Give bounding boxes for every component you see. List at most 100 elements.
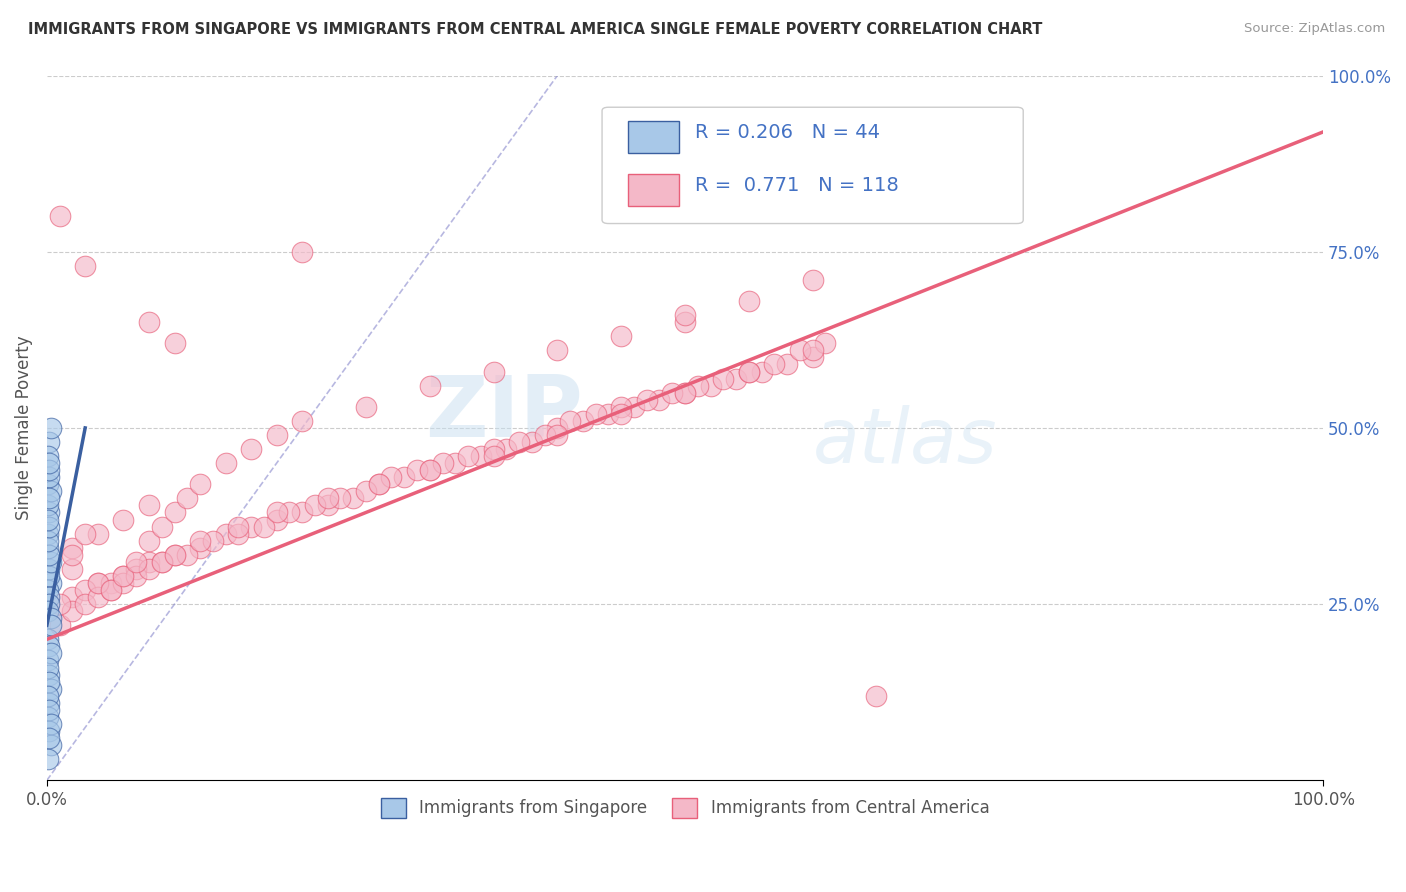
Point: [228, 526, 250, 541]
Point: [533, 428, 555, 442]
Point: [316, 491, 339, 506]
Point: [814, 336, 837, 351]
FancyBboxPatch shape: [602, 107, 1024, 224]
Point: [394, 470, 416, 484]
Point: [673, 315, 696, 329]
Point: [354, 484, 377, 499]
Point: [38, 456, 60, 470]
Point: [751, 365, 773, 379]
Point: [546, 428, 568, 442]
Point: [699, 378, 721, 392]
Point: [673, 385, 696, 400]
Point: [39, 717, 62, 731]
Point: [38, 731, 60, 745]
Point: [62, 562, 84, 576]
Point: [354, 400, 377, 414]
Point: [38, 590, 60, 604]
Point: [38, 470, 60, 484]
Point: [37, 689, 59, 703]
Point: [138, 555, 160, 569]
Point: [48, 210, 70, 224]
Point: [686, 378, 709, 392]
Point: [457, 449, 479, 463]
Point: [125, 555, 148, 569]
Point: [495, 442, 517, 456]
Point: [37, 752, 59, 766]
Point: [39, 611, 62, 625]
Point: [87, 576, 110, 591]
Point: [125, 562, 148, 576]
Point: [38, 674, 60, 689]
Point: [39, 555, 62, 569]
Text: R = 0.206   N = 44: R = 0.206 N = 44: [695, 123, 880, 142]
Point: [763, 358, 786, 372]
Point: [520, 435, 543, 450]
Point: [470, 449, 492, 463]
Point: [432, 456, 454, 470]
Point: [38, 703, 60, 717]
Point: [316, 499, 339, 513]
Point: [62, 548, 84, 562]
Point: [38, 491, 60, 506]
Point: [62, 541, 84, 555]
Point: [598, 407, 620, 421]
Point: [546, 421, 568, 435]
Point: [100, 576, 122, 591]
Y-axis label: Single Female Poverty: Single Female Poverty: [15, 335, 32, 520]
Point: [37, 477, 59, 491]
Point: [163, 548, 186, 562]
Point: [138, 499, 160, 513]
Point: [37, 604, 59, 618]
Point: [150, 555, 173, 569]
Point: [725, 371, 748, 385]
Point: [673, 308, 696, 322]
Point: [610, 329, 633, 343]
Point: [39, 576, 62, 591]
Point: [37, 526, 59, 541]
Point: [176, 491, 198, 506]
Point: [112, 569, 135, 583]
Point: [150, 555, 173, 569]
Point: [37, 499, 59, 513]
Point: [738, 365, 761, 379]
Point: [37, 582, 59, 597]
Point: [636, 392, 658, 407]
Point: [87, 590, 110, 604]
Point: [738, 365, 761, 379]
Point: [789, 343, 811, 358]
Point: [673, 385, 696, 400]
Point: [38, 463, 60, 477]
Point: [48, 597, 70, 611]
Point: [87, 526, 110, 541]
Point: [648, 392, 671, 407]
Point: [37, 449, 59, 463]
Point: [62, 590, 84, 604]
Point: [546, 343, 568, 358]
Point: [37, 660, 59, 674]
Point: [38, 667, 60, 681]
Point: [138, 533, 160, 548]
Point: [138, 315, 160, 329]
Point: [623, 400, 645, 414]
Point: [188, 541, 211, 555]
Point: [125, 569, 148, 583]
Point: [39, 738, 62, 752]
Point: [214, 526, 236, 541]
Point: [138, 562, 160, 576]
Point: [38, 519, 60, 533]
Point: [38, 435, 60, 450]
Point: [163, 336, 186, 351]
Point: [38, 569, 60, 583]
Point: [711, 371, 734, 385]
Point: [38, 696, 60, 710]
Point: [37, 653, 59, 667]
Point: [38, 640, 60, 654]
Point: [75, 597, 97, 611]
Point: [266, 428, 288, 442]
Point: [100, 582, 122, 597]
Point: [228, 519, 250, 533]
Point: [188, 533, 211, 548]
Point: [37, 533, 59, 548]
Point: [253, 519, 276, 533]
Point: [661, 385, 683, 400]
